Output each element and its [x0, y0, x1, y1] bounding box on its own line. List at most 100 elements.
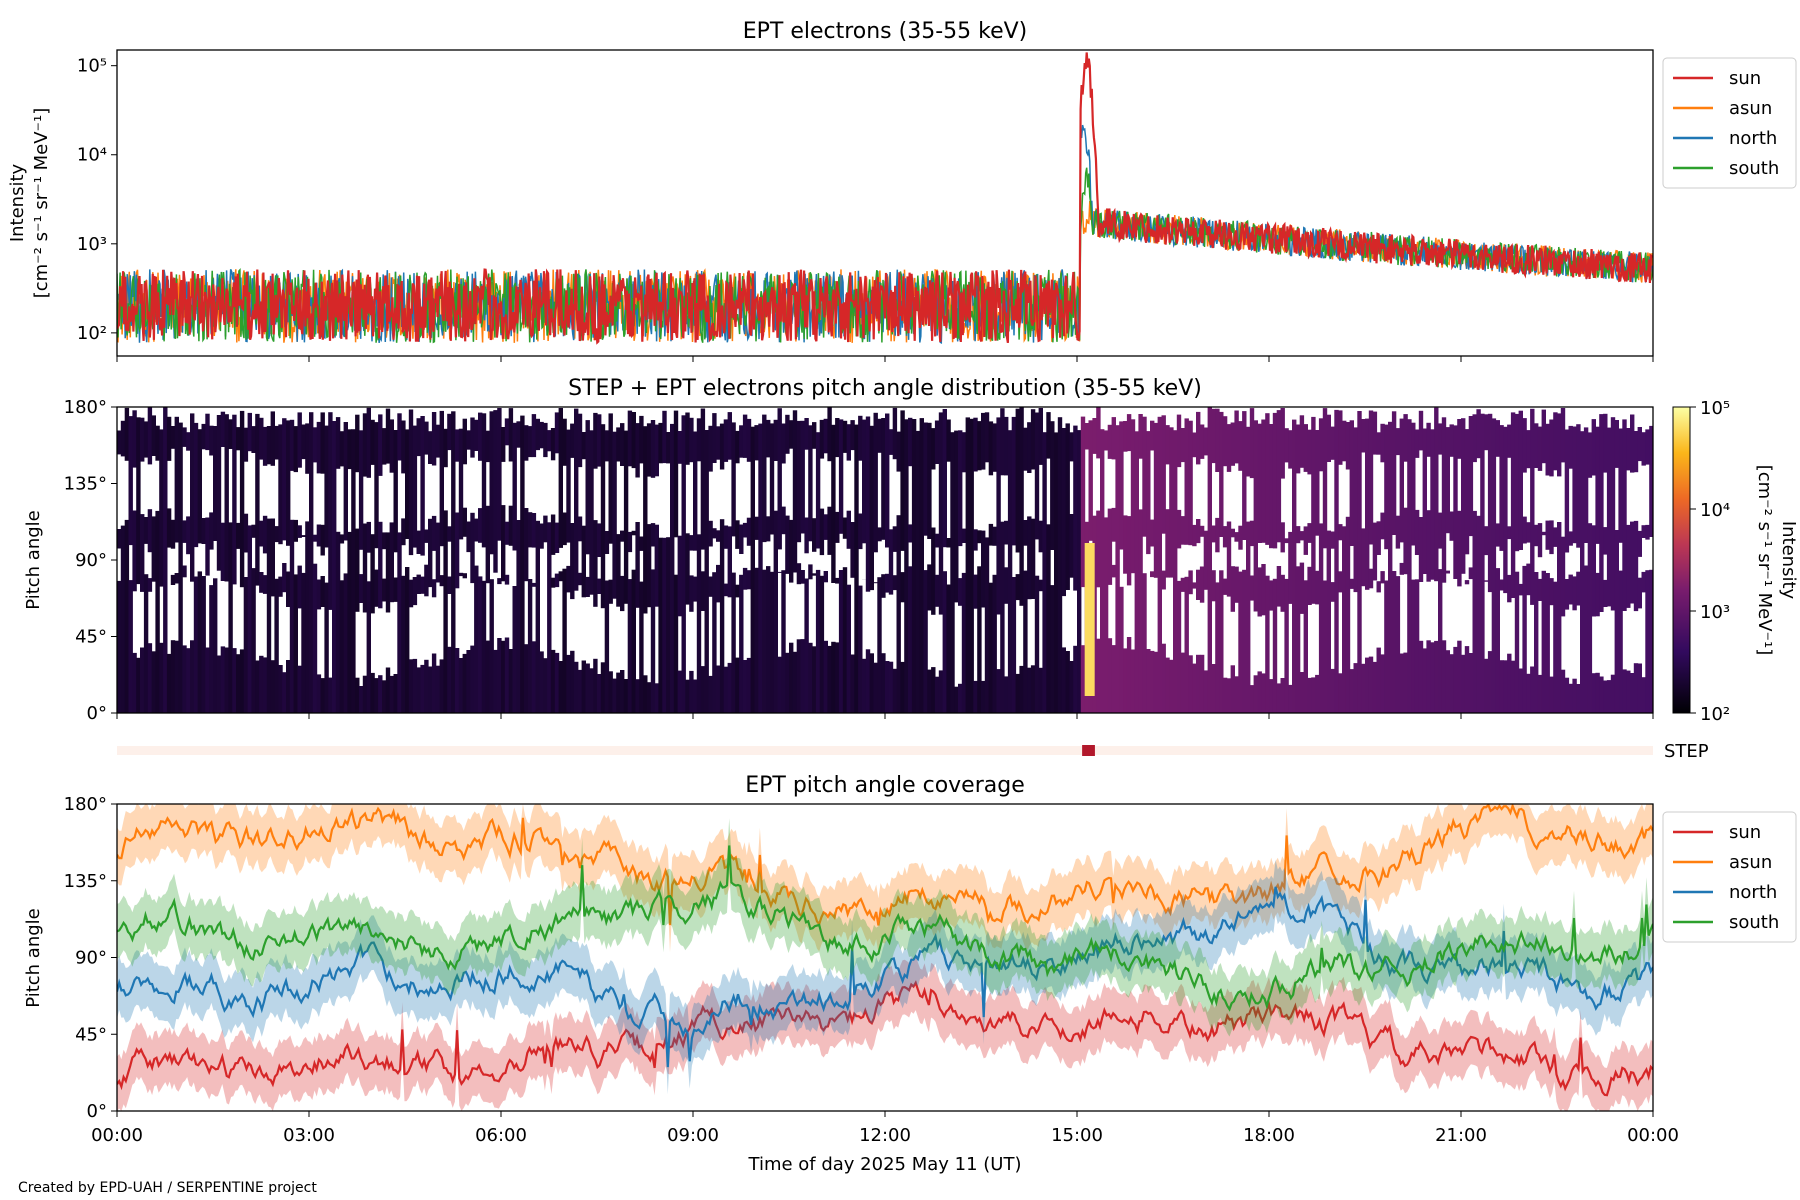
intensity-legend[interactable]: sun asun north south	[1662, 57, 1797, 189]
pad-cell	[984, 537, 990, 713]
coverage-ytick-label: 0°	[87, 1101, 107, 1122]
pad-cell	[608, 413, 613, 544]
pad-cell	[1107, 508, 1113, 585]
pad-ytick-label: 0°	[87, 703, 107, 724]
pad-cell	[723, 666, 729, 713]
pad-cell	[259, 655, 264, 713]
pad-cell	[1065, 651, 1070, 713]
colorbar-label-line1: Intensity	[1778, 521, 1799, 600]
coverage-legend[interactable]: sun asun north south	[1662, 811, 1797, 943]
pad-cell	[1441, 417, 1447, 583]
pad-cell	[1211, 408, 1216, 464]
pad-cell	[251, 568, 256, 713]
pad-cell	[585, 576, 590, 597]
pad-cell	[1311, 677, 1316, 713]
pad-cell	[1238, 421, 1243, 471]
pad-cell	[1507, 526, 1512, 540]
pad-cell	[401, 575, 406, 713]
pad-cell	[193, 576, 199, 713]
pad-cell	[1134, 431, 1139, 713]
pad-cell	[1119, 586, 1124, 713]
pad-cell	[328, 677, 333, 713]
pad-cell	[174, 416, 179, 543]
pad-cell	[570, 650, 575, 713]
pad-cell	[1518, 583, 1523, 596]
pad-cell	[908, 417, 913, 467]
pad-cell	[297, 412, 302, 468]
pad-cell	[1587, 432, 1593, 478]
pad-cell	[827, 407, 832, 462]
pad-cell	[454, 429, 460, 462]
pad-cell	[389, 419, 394, 473]
pad-cell	[1169, 427, 1174, 578]
pad-cell	[1276, 410, 1282, 543]
pad-cell	[178, 422, 183, 713]
intensity-line-sun	[117, 52, 1653, 345]
pad-cell	[1572, 426, 1577, 544]
pad-cell	[1192, 582, 1197, 589]
pad-cell	[1173, 430, 1178, 713]
coverage-ytick-label: 45°	[75, 1024, 107, 1045]
pad-cell	[631, 412, 636, 469]
pad-cell	[646, 423, 652, 477]
pad-cell	[1414, 579, 1420, 713]
pad-cell	[1176, 414, 1182, 468]
pad-cell	[1384, 580, 1389, 713]
pad-cell	[474, 518, 479, 542]
pad-cell	[1541, 570, 1546, 713]
pad-cell	[155, 510, 160, 713]
pad-cell	[170, 640, 176, 713]
pad-cell	[677, 431, 682, 464]
pad-cell	[1572, 678, 1577, 713]
pad-cell	[1553, 412, 1558, 471]
pad-cell	[1507, 653, 1512, 713]
pad-cell	[1476, 515, 1481, 713]
pad-cell	[946, 538, 951, 548]
pad-cell	[324, 425, 329, 548]
pad-cell	[159, 429, 164, 587]
pad-cell	[1073, 425, 1078, 591]
pad-cell	[1576, 424, 1581, 548]
pad-cell	[120, 525, 126, 713]
legend-a-north-label: north	[1729, 128, 1777, 149]
pad-cell	[1065, 423, 1070, 590]
pad-cell	[670, 423, 675, 713]
pad-cell	[236, 522, 241, 549]
pad-panel: STEP + EPT electrons pitch angle distrib…	[23, 376, 1799, 725]
pad-cell	[885, 413, 890, 548]
pad-cell	[351, 429, 356, 713]
pad-cell	[658, 537, 663, 713]
pad-cell	[1318, 523, 1324, 713]
pad-cell	[792, 410, 798, 573]
pad-ytick-label: 90°	[75, 550, 107, 571]
pad-cell	[1430, 429, 1435, 580]
pad-cell	[927, 669, 932, 713]
pad-cell	[1545, 423, 1550, 476]
pad-cell	[865, 649, 871, 713]
pad-cell	[1261, 419, 1266, 543]
pad-cell	[186, 516, 191, 555]
pad-cell	[1399, 653, 1404, 713]
pad-cell	[869, 653, 874, 713]
pad-cell	[792, 651, 798, 713]
pad-cell	[216, 655, 222, 713]
pad-cell	[689, 417, 694, 463]
pad-cell	[1487, 413, 1493, 593]
pad-cell	[766, 516, 771, 542]
pad-cell	[166, 653, 172, 713]
pad-cell	[1080, 645, 1086, 713]
pad-cell	[700, 571, 706, 611]
pad-cell	[1015, 408, 1020, 553]
pad-cell	[1034, 575, 1040, 713]
pad-cell	[1534, 524, 1539, 547]
pad-cell	[597, 674, 602, 713]
coverage-x-ticks: 00:00 03:00 06:00 09:00 12:00 15:00 18:00 21:00…	[91, 1111, 1679, 1146]
pad-cell	[1192, 524, 1197, 547]
pad-cell	[954, 430, 959, 603]
pad-cell	[873, 412, 878, 553]
pad-cell	[147, 407, 153, 465]
pad-cell	[539, 651, 544, 713]
pad-ytick-label: 135°	[64, 474, 107, 495]
pad-cell	[1253, 420, 1258, 612]
pad-cell	[1322, 408, 1328, 549]
